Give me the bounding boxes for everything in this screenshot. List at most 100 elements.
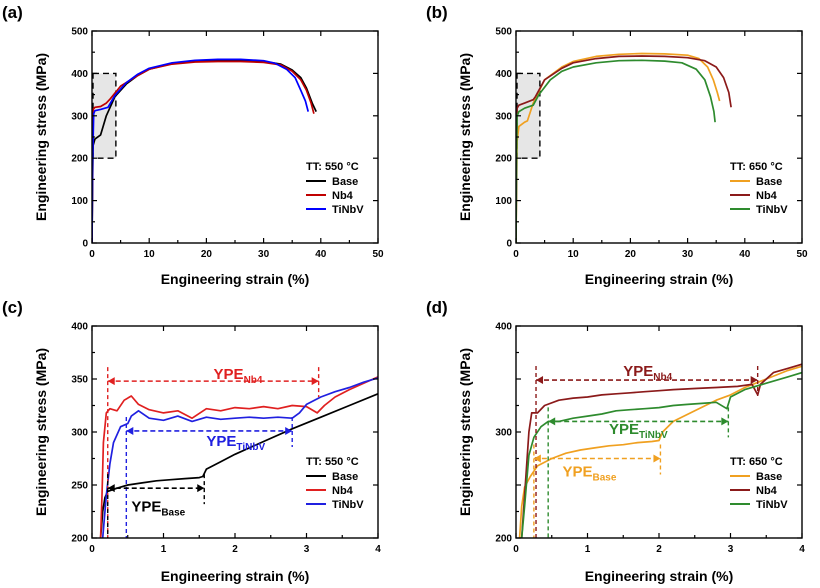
ype-label-main: YPE	[623, 363, 653, 380]
ype-arrow-head-left	[548, 417, 556, 426]
ype-arrow-head-left	[536, 376, 544, 385]
series-line-base	[518, 365, 802, 538]
x-tick-label: 1	[585, 544, 591, 555]
x-tick-label: 4	[799, 544, 805, 555]
y-tick-label: 300	[495, 428, 512, 439]
legend-label-tinbv: TiNbV	[756, 499, 788, 511]
y-tick-label: 200	[71, 154, 88, 165]
y-axis-label: Engineering stress (MPa)	[457, 53, 473, 221]
ype-arrow-head-right	[653, 454, 661, 463]
x-axis-label: Engineering strain (%)	[161, 568, 310, 584]
x-tick-label: 4	[375, 544, 381, 555]
chart-panel-0: (a)0 10 20 30 40 500100200300400500Engineerin…	[2, 3, 384, 287]
y-tick-label: 200	[495, 154, 512, 165]
ype-label-main: YPE	[206, 433, 236, 450]
ype-arrow-head-right	[750, 376, 758, 385]
ype-label: YPENb4	[214, 366, 263, 386]
x-tick-label: 1	[161, 544, 167, 555]
x-tick-label: 10	[144, 249, 156, 260]
legend-label-tinbv: TiNbV	[332, 204, 364, 216]
ype-arrow-head-right	[721, 417, 729, 426]
legend-label-base: Base	[332, 471, 358, 483]
ype-label: YPETiNbV	[206, 433, 265, 453]
ype-annotation-base: YPEBase	[107, 474, 205, 538]
series-line-base	[92, 59, 317, 243]
series-line-tinbv	[101, 377, 378, 538]
ype-label-main: YPE	[562, 464, 592, 481]
ype-label: YPEBase	[131, 499, 185, 519]
y-axis-label: Engineering stress (MPa)	[33, 53, 49, 221]
x-tick-label: 3	[728, 544, 734, 555]
x-tick-label: 40	[315, 249, 327, 260]
ype-label-sub: TiNbV	[236, 442, 265, 453]
ype-arrow-head-left	[126, 426, 134, 435]
x-tick-label: 2	[232, 544, 238, 555]
ype-label-main: YPE	[214, 366, 244, 383]
series-line-nb4	[516, 55, 732, 243]
x-axis-label: Engineering strain (%)	[585, 271, 734, 287]
y-axis-label: Engineering stress (MPa)	[457, 348, 473, 516]
y-tick-label: 400	[71, 322, 88, 333]
x-tick-label: 40	[739, 249, 751, 260]
panel-label: (a)	[2, 3, 23, 22]
ype-label: YPETiNbV	[609, 421, 668, 441]
ype-annotation-tinbv: YPETiNbV	[125, 416, 293, 538]
chart-panel-1: (b)0 10 20 30 40 500100200300400500Engineerin…	[426, 3, 808, 287]
ype-arrow-head-left	[107, 377, 115, 386]
legend-label-base: Base	[756, 471, 782, 483]
x-tick-label: 3	[304, 544, 310, 555]
ype-label: YPEBase	[562, 464, 616, 484]
ype-arrow-head-right	[311, 377, 319, 386]
y-tick-label: 0	[82, 239, 88, 250]
series-line-nb4	[99, 376, 378, 538]
y-tick-label: 400	[495, 322, 512, 333]
x-axis-label: Engineering strain (%)	[161, 271, 310, 287]
y-axis-label: Engineering stress (MPa)	[33, 348, 49, 516]
x-tick-label: 50	[796, 249, 808, 260]
ype-annotation-nb4: YPENb4	[535, 363, 759, 538]
series-line-tinbv	[520, 371, 802, 538]
x-tick-label: 0	[89, 249, 95, 260]
legend-label-nb4: Nb4	[332, 190, 354, 202]
x-tick-label: 50	[372, 249, 384, 260]
x-tick-label: 20	[201, 249, 213, 260]
x-tick-label: 0	[89, 544, 95, 555]
ype-arrow-head-right	[197, 484, 205, 493]
legend-title: TT: 550 °C	[306, 456, 359, 468]
y-tick-label: 300	[71, 111, 88, 122]
legend-label-tinbv: TiNbV	[332, 499, 364, 511]
y-tick-label: 100	[495, 196, 512, 207]
x-tick-label: 30	[682, 249, 694, 260]
y-tick-label: 350	[71, 375, 88, 386]
y-tick-label: 100	[71, 196, 88, 207]
legend-title: TT: 550 °C	[306, 161, 359, 173]
legend-label-nb4: Nb4	[756, 190, 778, 202]
x-tick-label: 20	[625, 249, 637, 260]
ype-arrow-head-left	[107, 484, 115, 493]
ype-arrow-head-left	[533, 454, 541, 463]
ype-label-main: YPE	[609, 421, 639, 438]
ype-annotation-base: YPEBase	[533, 444, 662, 538]
legend-title: TT: 650 °C	[730, 456, 783, 468]
ype-label-sub: TiNbV	[639, 430, 668, 441]
ype-label-main: YPE	[131, 499, 161, 516]
ype-label-sub: Base	[161, 508, 185, 519]
series-line-base	[516, 52, 721, 243]
panel-label: (c)	[2, 298, 23, 317]
y-tick-label: 250	[71, 481, 88, 492]
ype-label-sub: Nb4	[244, 375, 263, 386]
legend-label-tinbv: TiNbV	[756, 204, 788, 216]
panel-label: (d)	[426, 298, 448, 317]
series-line-tinbv	[92, 58, 310, 243]
ype-label-sub: Nb4	[653, 372, 672, 383]
series-line-nb4	[92, 60, 315, 243]
series-line-tinbv	[516, 59, 716, 243]
x-tick-label: 30	[258, 249, 270, 260]
legend-label-nb4: Nb4	[332, 485, 354, 497]
y-tick-label: 500	[495, 27, 512, 38]
y-tick-label: 400	[71, 69, 88, 80]
y-tick-label: 200	[71, 534, 88, 545]
ype-annotation-nb4: YPENb4	[107, 366, 320, 538]
